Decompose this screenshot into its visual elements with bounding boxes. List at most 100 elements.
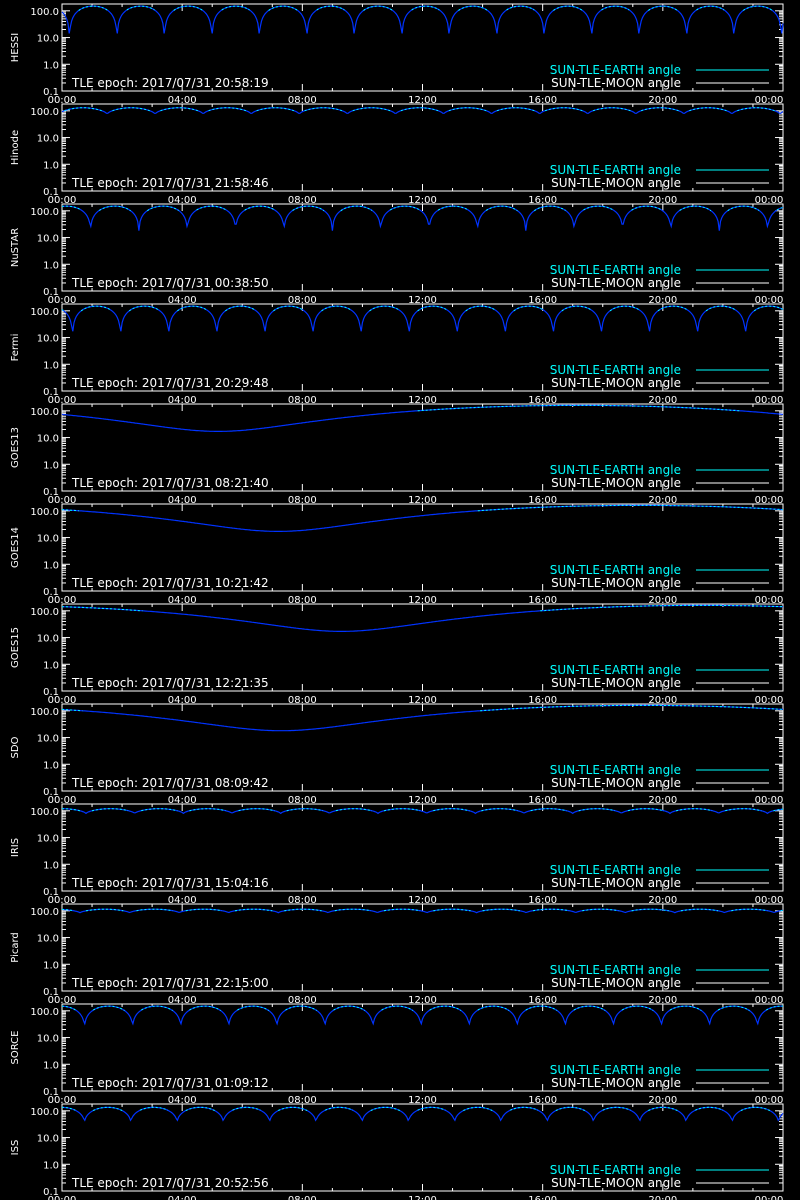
legend-moon-label: SUN-TLE-MOON angle [551,576,681,590]
x-tick-label: 16:00 [528,495,557,506]
y-tick-label: 0.1 [43,587,59,598]
x-tick-label: 00:00 [755,595,784,606]
y-tick-label: 100.0 [30,907,59,918]
satellite-label: Picard [10,932,21,963]
x-tick-label: 00:00 [48,595,77,606]
sun-earth-angle-line [62,808,784,815]
x-tick-label: 04:00 [168,1195,197,1200]
panel-picard: 100.010.01.00.100:00 04:00 08:00 12:00 16:00… [10,903,784,1006]
x-tick-label: 00:00 [755,95,784,106]
x-tick-label: 00:00 [755,295,784,306]
sun-earth-angle-line [61,205,784,231]
x-tick-label: 20:00 [648,295,677,306]
sun-earth-angle-line [61,1005,783,1026]
x-tick-label: 16:00 [528,195,557,206]
x-tick-label: 16:00 [528,1195,557,1200]
x-tick-label: 00:00 [755,995,784,1006]
y-tick-label: 10.0 [37,434,59,445]
x-tick-label: 20:00 [648,195,677,206]
tle-epoch-text: TLE epoch: 2017/07/31 20:58:19 [71,76,269,90]
y-tick-label: 100.0 [30,7,59,18]
y-tick-label: 10.0 [37,34,59,45]
x-tick-label: 00:00 [755,195,784,206]
x-tick-label: 20:00 [648,1095,677,1106]
panel-goes15: 100.010.01.00.100:00 04:00 08:00 12:00 16:00… [10,603,784,706]
y-tick-label: 1.0 [43,660,59,671]
x-tick-label: 08:00 [288,1095,317,1106]
legend-earth-label: SUN-TLE-EARTH angle [550,463,681,477]
sun-earth-angle-line [62,604,784,632]
x-tick-label: 00:00 [48,1095,77,1106]
legend-moon-label: SUN-TLE-MOON angle [551,76,681,90]
x-tick-label: 12:00 [408,695,437,706]
sun-earth-angle-highlight [61,1005,783,1011]
x-tick-label: 04:00 [168,395,197,406]
tle-epoch-text: TLE epoch: 2017/07/31 21:58:46 [71,176,269,190]
x-tick-label: 08:00 [288,395,317,406]
satellite-label: NuSTAR [10,228,21,267]
satellite-label: GOES15 [10,627,21,668]
x-tick-label: 16:00 [528,395,557,406]
x-tick-label: 16:00 [528,795,557,806]
sun-earth-angle-line [61,908,784,914]
y-tick-label: 10.0 [37,534,59,545]
y-tick-label: 100.0 [30,307,59,318]
x-tick-label: 00:00 [48,495,77,506]
x-tick-label: 00:00 [48,195,77,206]
x-tick-label: 00:00 [755,495,784,506]
x-tick-label: 20:00 [648,95,677,106]
x-tick-label: 12:00 [408,995,437,1006]
y-tick-label: 100.0 [30,207,59,218]
y-tick-label: 100.0 [30,407,59,418]
x-tick-label: 08:00 [288,995,317,1006]
x-tick-label: 00:00 [755,1195,784,1200]
legend-earth-label: SUN-TLE-EARTH angle [550,63,681,77]
y-tick-label: 0.1 [43,1087,59,1098]
satellite-label: Fermi [10,334,21,362]
panel-sorce: 100.010.01.00.100:00 04:00 08:00 12:00 16:00… [10,1003,784,1106]
x-tick-label: 00:00 [755,395,784,406]
satellite-label: ISS [10,1140,21,1156]
y-tick-label: 0.1 [43,87,59,98]
y-tick-label: 0.1 [43,187,59,198]
tle-epoch-text: TLE epoch: 2017/07/31 12:21:35 [71,676,269,690]
y-tick-label: 0.1 [43,287,59,298]
legend-earth-label: SUN-TLE-EARTH angle [550,263,681,277]
y-tick-label: 100.0 [30,707,59,718]
x-tick-label: 16:00 [528,1095,557,1106]
x-tick-label: 00:00 [755,695,784,706]
y-tick-label: 0.1 [43,787,59,798]
x-tick-label: 12:00 [408,95,437,106]
x-tick-label: 08:00 [288,95,317,106]
y-tick-label: 100.0 [30,807,59,818]
tle-epoch-text: TLE epoch: 2017/07/31 20:52:56 [71,1176,269,1190]
tle-epoch-text: TLE epoch: 2017/07/31 10:21:42 [71,576,269,590]
x-tick-label: 12:00 [408,295,437,306]
legend-earth-label: SUN-TLE-EARTH angle [550,963,681,977]
y-tick-label: 0.1 [43,387,59,398]
legend-moon-label: SUN-TLE-MOON angle [551,876,681,890]
x-tick-label: 16:00 [528,995,557,1006]
panel-iris: 100.010.01.00.100:00 04:00 08:00 12:00 16:00… [10,803,784,906]
x-tick-label: 12:00 [408,795,437,806]
y-tick-label: 1.0 [43,560,59,571]
x-tick-label: 00:00 [755,795,784,806]
x-tick-label: 12:00 [408,395,437,406]
panel-goes14: 100.010.01.00.100:00 04:00 08:00 12:00 16:00… [10,503,784,606]
legend-moon-label: SUN-TLE-MOON angle [551,176,681,190]
legend-moon-label: SUN-TLE-MOON angle [551,1076,681,1090]
x-tick-label: 16:00 [528,295,557,306]
x-tick-label: 20:00 [648,395,677,406]
y-tick-label: 1.0 [43,360,59,371]
x-tick-label: 20:00 [648,895,677,906]
legend-earth-label: SUN-TLE-EARTH angle [550,1163,681,1177]
y-tick-label: 100.0 [30,507,59,518]
y-tick-label: 10.0 [37,834,59,845]
x-tick-label: 00:00 [48,95,77,106]
satellite-label: GOES14 [10,527,21,568]
x-tick-label: 00:00 [755,1095,784,1106]
legend-moon-label: SUN-TLE-MOON angle [551,1176,681,1190]
x-tick-label: 04:00 [168,795,197,806]
x-tick-label: 00:00 [48,295,77,306]
y-tick-label: 1.0 [43,1160,59,1171]
